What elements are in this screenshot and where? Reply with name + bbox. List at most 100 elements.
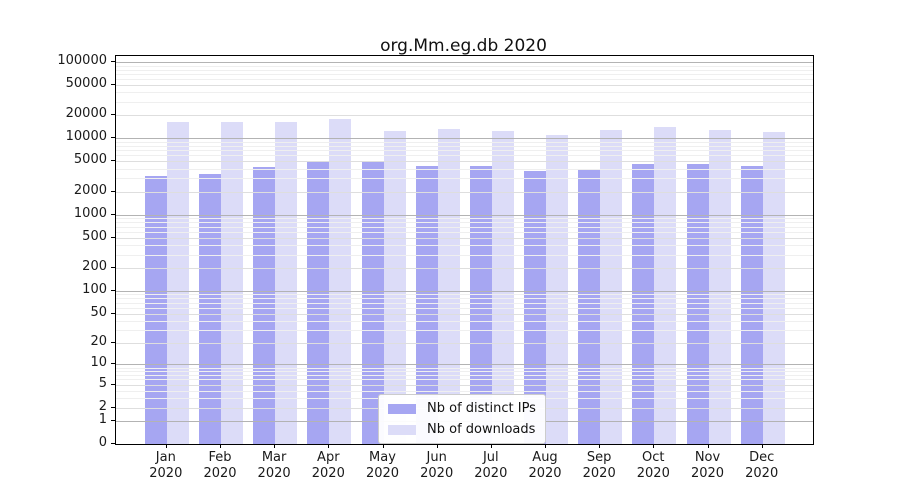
x-tick-year: 2020 [257, 466, 291, 481]
gridline-7 [116, 375, 813, 376]
x-tick-label-jun: Jun 2020 [405, 450, 469, 482]
x-tick-label-aug: Aug 2020 [513, 450, 577, 482]
gridline-100 [116, 290, 813, 292]
bar-nb-of-distinct-ips-dec [740, 165, 763, 444]
gridline-70000 [116, 73, 813, 75]
gridline-30000 [116, 102, 813, 103]
legend-entry-downloads: Nb of downloads [388, 422, 536, 437]
x-tick-year: 2020 [365, 466, 400, 481]
gridline-5000 [116, 161, 813, 163]
gridline-60 [116, 307, 813, 309]
bar-nb-of-downloads-jan [166, 121, 189, 444]
bar-nb-of-downloads-may [383, 130, 406, 444]
gridline-3000 [116, 178, 813, 180]
x-tick-month: Mar [261, 450, 287, 465]
x-tick-year: 2020 [149, 466, 183, 481]
gridline-40000 [116, 92, 813, 94]
gridline-6 [116, 379, 813, 381]
bar-nb-of-distinct-ips-jan [144, 176, 167, 444]
x-tick-month: Aug [532, 450, 558, 465]
bar-nb-of-downloads-dec [762, 132, 785, 444]
gridline-4000 [116, 168, 813, 170]
legend-swatch-distinct-ips [388, 403, 416, 414]
x-tick-year: 2020 [745, 466, 779, 481]
y-tick-label-5: 5 [98, 375, 107, 391]
y-tick-mark-1000 [111, 213, 115, 215]
x-tick-mark-apr [328, 444, 330, 448]
legend-entry-distinct-ips: Nb of distinct IPs [388, 401, 536, 416]
gridline-90 [116, 294, 813, 296]
y-tick-label-10000: 10000 [65, 129, 107, 145]
bar-nb-of-downloads-feb [221, 122, 243, 444]
y-tick-mark-1 [111, 420, 115, 421]
bar-nb-of-downloads-mar [275, 122, 298, 444]
gridline-8 [116, 371, 813, 373]
legend-label-distinct-ips: Nb of distinct IPs [427, 401, 536, 416]
y-tick-mark-100000 [111, 61, 115, 62]
legend: Nb of distinct IPs Nb of downloads [378, 394, 546, 444]
chart-title: org.Mm.eg.db 2020 [380, 36, 547, 56]
x-tick-label-sep: Sep 2020 [567, 450, 631, 482]
y-tick-label-1000: 1000 [73, 205, 107, 221]
legend-label-downloads: Nb of downloads [427, 422, 536, 437]
y-tick-mark-10 [111, 363, 115, 365]
x-tick-mark-dec [761, 444, 763, 448]
y-tick-mark-200 [111, 267, 115, 269]
gridline-80000 [116, 69, 813, 71]
bar-nb-of-downloads-aug [546, 135, 568, 444]
y-tick-mark-2000 [111, 190, 115, 192]
gridline-5 [116, 384, 813, 386]
plot-area [115, 55, 814, 445]
bar-nb-of-downloads-nov [708, 130, 731, 444]
bar-nb-of-distinct-ips-oct [632, 164, 655, 444]
gridline-100000 [116, 62, 813, 63]
gridline-8000 [116, 145, 813, 147]
bar-nb-of-distinct-ips-mar [253, 167, 276, 444]
gridline-80 [116, 298, 813, 300]
gridline-90000 [116, 65, 813, 67]
y-tick-label-10: 10 [90, 355, 107, 371]
bar-nb-of-downloads-sep [600, 130, 623, 444]
gridline-10000 [116, 138, 813, 140]
gridline-400 [116, 245, 813, 247]
x-tick-month: Feb [208, 450, 232, 465]
x-tick-mark-mar [274, 444, 276, 448]
x-tick-month: Jun [426, 450, 447, 465]
bar-nb-of-distinct-ips-feb [199, 174, 221, 444]
y-tick-label-5000: 5000 [73, 152, 107, 168]
x-tick-label-jan: Jan 2020 [134, 450, 198, 482]
y-tick-mark-20 [111, 342, 115, 343]
gridline-40 [116, 320, 813, 322]
x-tick-mark-jan [165, 444, 167, 448]
y-tick-label-50000: 50000 [65, 76, 107, 91]
y-tick-label-20000: 20000 [65, 106, 107, 122]
y-tick-mark-20000 [111, 114, 115, 116]
x-tick-label-feb: Feb 2020 [188, 450, 252, 482]
x-tick-month: Sep [586, 450, 612, 465]
x-tick-year: 2020 [636, 466, 670, 481]
x-tick-year: 2020 [311, 466, 345, 481]
bar-nb-of-distinct-ips-sep [578, 168, 601, 444]
y-tick-label-2: 2 [98, 398, 107, 414]
gridline-20000 [116, 115, 813, 117]
bar-nb-of-distinct-ips-jun [415, 165, 438, 444]
gridline-50 [116, 313, 813, 315]
gridline-60000 [116, 79, 813, 80]
x-tick-year: 2020 [582, 466, 616, 481]
bar-nb-of-distinct-ips-may [361, 160, 384, 444]
y-tick-label-1: 1 [98, 412, 107, 427]
x-tick-month: Dec [749, 450, 775, 465]
bar-nb-of-downloads-oct [654, 127, 677, 444]
bar-nb-of-downloads-apr [329, 119, 352, 444]
y-tick-mark-50 [111, 312, 115, 314]
y-tick-mark-5000 [111, 160, 115, 162]
gridline-2000 [116, 191, 813, 193]
x-tick-label-may: May 2020 [351, 450, 415, 482]
x-tick-label-jul: Jul 2020 [459, 450, 523, 482]
x-tick-mark-jul [490, 444, 492, 448]
x-tick-year: 2020 [420, 466, 454, 481]
x-tick-label-apr: Apr 2020 [296, 450, 360, 482]
y-tick-label-0: 0 [98, 435, 107, 450]
y-tick-label-200: 200 [82, 259, 107, 275]
